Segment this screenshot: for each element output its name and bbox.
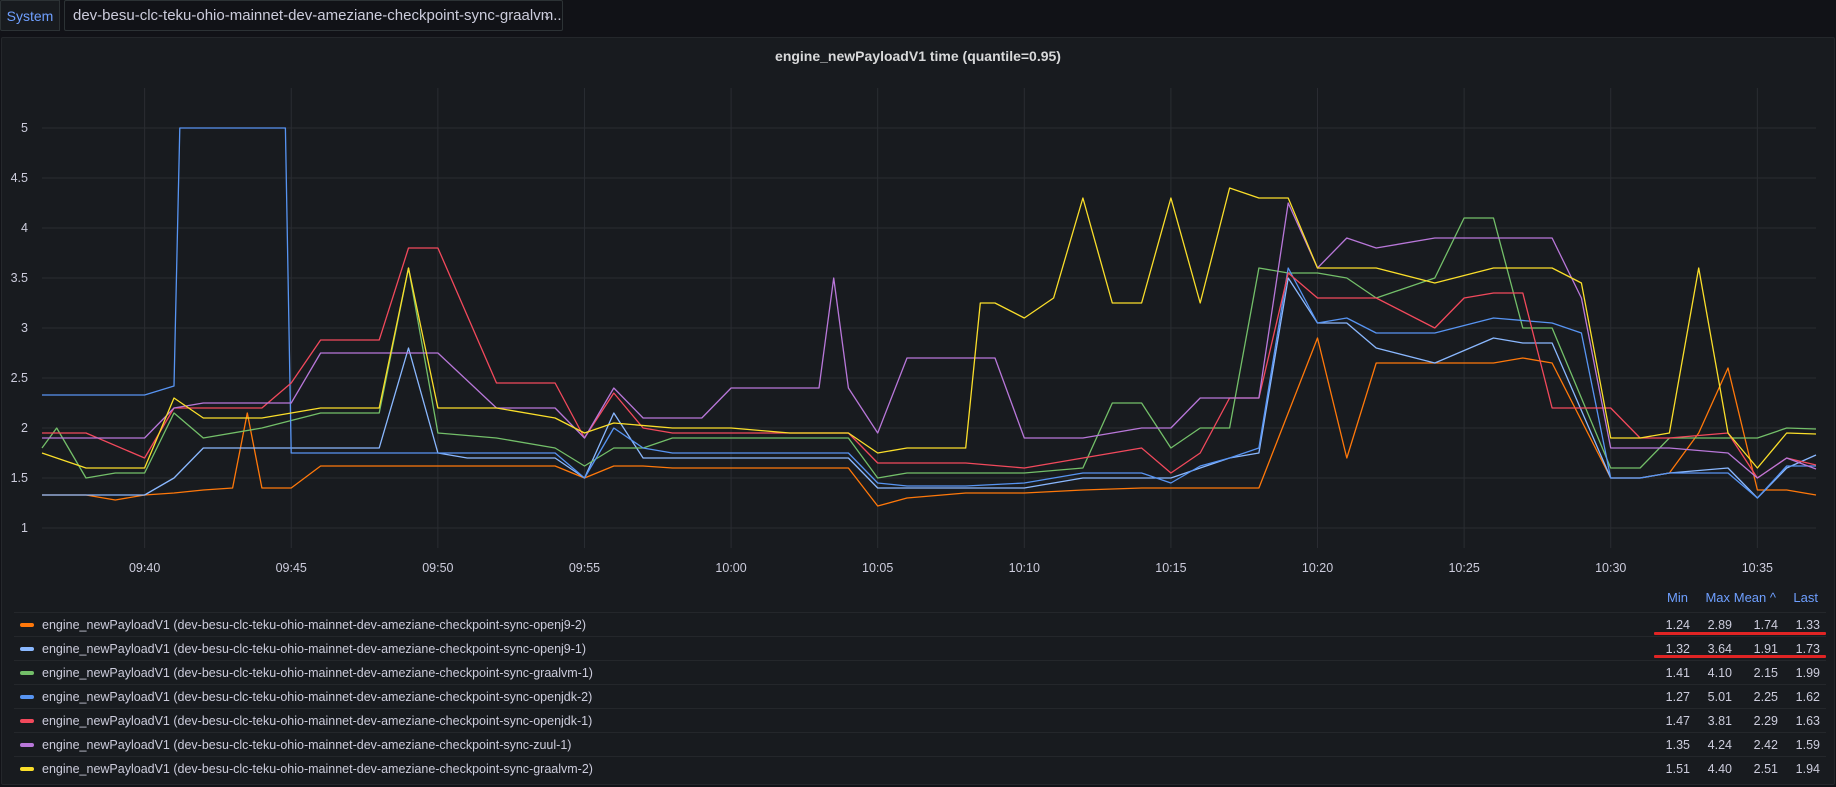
series-min: 1.32 xyxy=(1665,641,1690,656)
series-color-swatch xyxy=(20,694,34,699)
series-min: 1.35 xyxy=(1665,737,1690,752)
legend-rows: engine_newPayloadV1 (dev-besu-clc-teku-o… xyxy=(14,612,1826,780)
legend-header-mean[interactable]: Mean ^ xyxy=(1733,590,1776,605)
series-mean: 2.25 xyxy=(1753,689,1778,704)
legend-row[interactable]: engine_newPayloadV1 (dev-besu-clc-teku-o… xyxy=(14,612,1826,636)
series-name[interactable]: engine_newPayloadV1 (dev-besu-clc-teku-o… xyxy=(42,689,593,704)
series-color-swatch xyxy=(20,718,34,723)
x-tick-label: 10:00 xyxy=(715,561,746,575)
series-last: 1.62 xyxy=(1795,689,1820,704)
series-mean: 1.91 xyxy=(1753,641,1778,656)
legend-header-max[interactable]: Max xyxy=(1705,590,1730,605)
variable-bar: System dev-besu-clc-teku-ohio-mainnet-de… xyxy=(0,0,1836,31)
x-tick-label: 09:45 xyxy=(276,561,307,575)
series-min: 1.51 xyxy=(1665,761,1690,776)
legend-header-last[interactable]: Last xyxy=(1793,590,1818,605)
series-last: 1.59 xyxy=(1795,737,1820,752)
panel-title[interactable]: engine_newPayloadV1 time (quantile=0.95) xyxy=(775,48,1061,64)
series-last: 1.99 xyxy=(1795,665,1820,680)
series-min: 1.24 xyxy=(1665,617,1690,632)
x-tick-label: 09:40 xyxy=(129,561,160,575)
series-name[interactable]: engine_newPayloadV1 (dev-besu-clc-teku-o… xyxy=(42,737,572,752)
series-mean: 2.51 xyxy=(1753,761,1778,776)
legend-row[interactable]: engine_newPayloadV1 (dev-besu-clc-teku-o… xyxy=(14,732,1826,756)
x-tick-label: 09:55 xyxy=(569,561,600,575)
series-line-7[interactable] xyxy=(41,187,1817,469)
legend-header: Min Max Mean ^ Last xyxy=(1660,590,1818,610)
series-mean: 2.15 xyxy=(1753,665,1778,680)
y-tick-label: 4 xyxy=(21,221,28,235)
series-min: 1.27 xyxy=(1665,689,1690,704)
series-max: 3.64 xyxy=(1707,641,1732,656)
system-variable-select[interactable]: dev-besu-clc-teku-ohio-mainnet-dev-amezi… xyxy=(64,0,563,31)
series-name[interactable]: engine_newPayloadV1 (dev-besu-clc-teku-o… xyxy=(42,665,593,680)
x-tick-label: 10:25 xyxy=(1448,561,1479,575)
series-min: 1.47 xyxy=(1665,713,1690,728)
series-mean: 2.42 xyxy=(1753,737,1778,752)
x-tick-label: 10:10 xyxy=(1009,561,1040,575)
legend-row[interactable]: engine_newPayloadV1 (dev-besu-clc-teku-o… xyxy=(14,636,1826,660)
series-line-2[interactable] xyxy=(42,277,1817,499)
series-name[interactable]: engine_newPayloadV1 (dev-besu-clc-teku-o… xyxy=(42,617,587,632)
series-line-5[interactable] xyxy=(42,247,1817,479)
series-color-swatch xyxy=(20,766,34,771)
sort-ascending-icon: ^ xyxy=(1769,590,1776,605)
series-min: 1.41 xyxy=(1665,665,1690,680)
series-last: 1.63 xyxy=(1795,713,1820,728)
series-mean: 1.74 xyxy=(1753,617,1778,632)
y-tick-label: 1 xyxy=(21,521,28,535)
series-mean: 2.29 xyxy=(1753,713,1778,728)
legend-row[interactable]: engine_newPayloadV1 (dev-besu-clc-teku-o… xyxy=(14,660,1826,684)
series-color-swatch xyxy=(20,646,34,651)
series-color-swatch xyxy=(20,622,34,627)
x-tick-label: 10:30 xyxy=(1595,561,1626,575)
annotation-underline-2 xyxy=(1654,655,1826,658)
y-tick-label: 4.5 xyxy=(11,171,28,185)
annotation-underline-1 xyxy=(1654,632,1826,635)
y-tick-label: 2 xyxy=(21,421,28,435)
y-tick-label: 5 xyxy=(21,121,28,135)
series-line-1[interactable] xyxy=(42,337,1817,507)
y-tick-label: 1.5 xyxy=(11,471,28,485)
series-name[interactable]: engine_newPayloadV1 (dev-besu-clc-teku-o… xyxy=(42,761,593,776)
legend-row[interactable]: engine_newPayloadV1 (dev-besu-clc-teku-o… xyxy=(14,708,1826,732)
series-max: 4.24 xyxy=(1707,737,1732,752)
series-line-6[interactable] xyxy=(42,202,1817,479)
y-tick-label: 2.5 xyxy=(11,371,28,385)
legend-row[interactable]: engine_newPayloadV1 (dev-besu-clc-teku-o… xyxy=(14,756,1826,780)
series-name[interactable]: engine_newPayloadV1 (dev-besu-clc-teku-o… xyxy=(42,641,587,656)
series-last: 1.33 xyxy=(1795,617,1820,632)
y-tick-label: 3.5 xyxy=(11,271,28,285)
series-line-4[interactable] xyxy=(42,127,1816,499)
series-last: 1.73 xyxy=(1795,641,1820,656)
series-color-swatch xyxy=(20,670,34,675)
legend-header-min[interactable]: Min xyxy=(1667,590,1688,605)
legend-row[interactable]: engine_newPayloadV1 (dev-besu-clc-teku-o… xyxy=(14,684,1826,708)
series-line-3[interactable] xyxy=(41,217,1817,479)
x-tick-label: 10:15 xyxy=(1155,561,1186,575)
y-tick-label: 3 xyxy=(21,321,28,335)
x-tick-label: 10:05 xyxy=(862,561,893,575)
x-tick-label: 09:50 xyxy=(422,561,453,575)
series-max: 4.40 xyxy=(1707,761,1732,776)
series-color-swatch xyxy=(20,742,34,747)
x-tick-label: 10:20 xyxy=(1302,561,1333,575)
variable-label: System xyxy=(0,0,60,31)
series-max: 5.01 xyxy=(1707,689,1732,704)
series-max: 2.89 xyxy=(1707,617,1732,632)
graph-panel: engine_newPayloadV1 time (quantile=0.95)… xyxy=(1,37,1835,785)
series-max: 4.10 xyxy=(1707,665,1732,680)
x-tick-label: 10:35 xyxy=(1742,561,1773,575)
series-last: 1.94 xyxy=(1795,761,1820,776)
series-name[interactable]: engine_newPayloadV1 (dev-besu-clc-teku-o… xyxy=(42,713,593,728)
chevron-down-icon: ⌄ xyxy=(542,10,552,22)
system-variable-value: dev-besu-clc-teku-ohio-mainnet-dev-amezi… xyxy=(73,7,563,24)
line-chart[interactable]: 1 1.5 2 2.5 3 3.5 4 4.5 5 09:40 09:45 09:50 09:55 10:… xyxy=(2,38,1836,588)
series-max: 3.81 xyxy=(1707,713,1732,728)
